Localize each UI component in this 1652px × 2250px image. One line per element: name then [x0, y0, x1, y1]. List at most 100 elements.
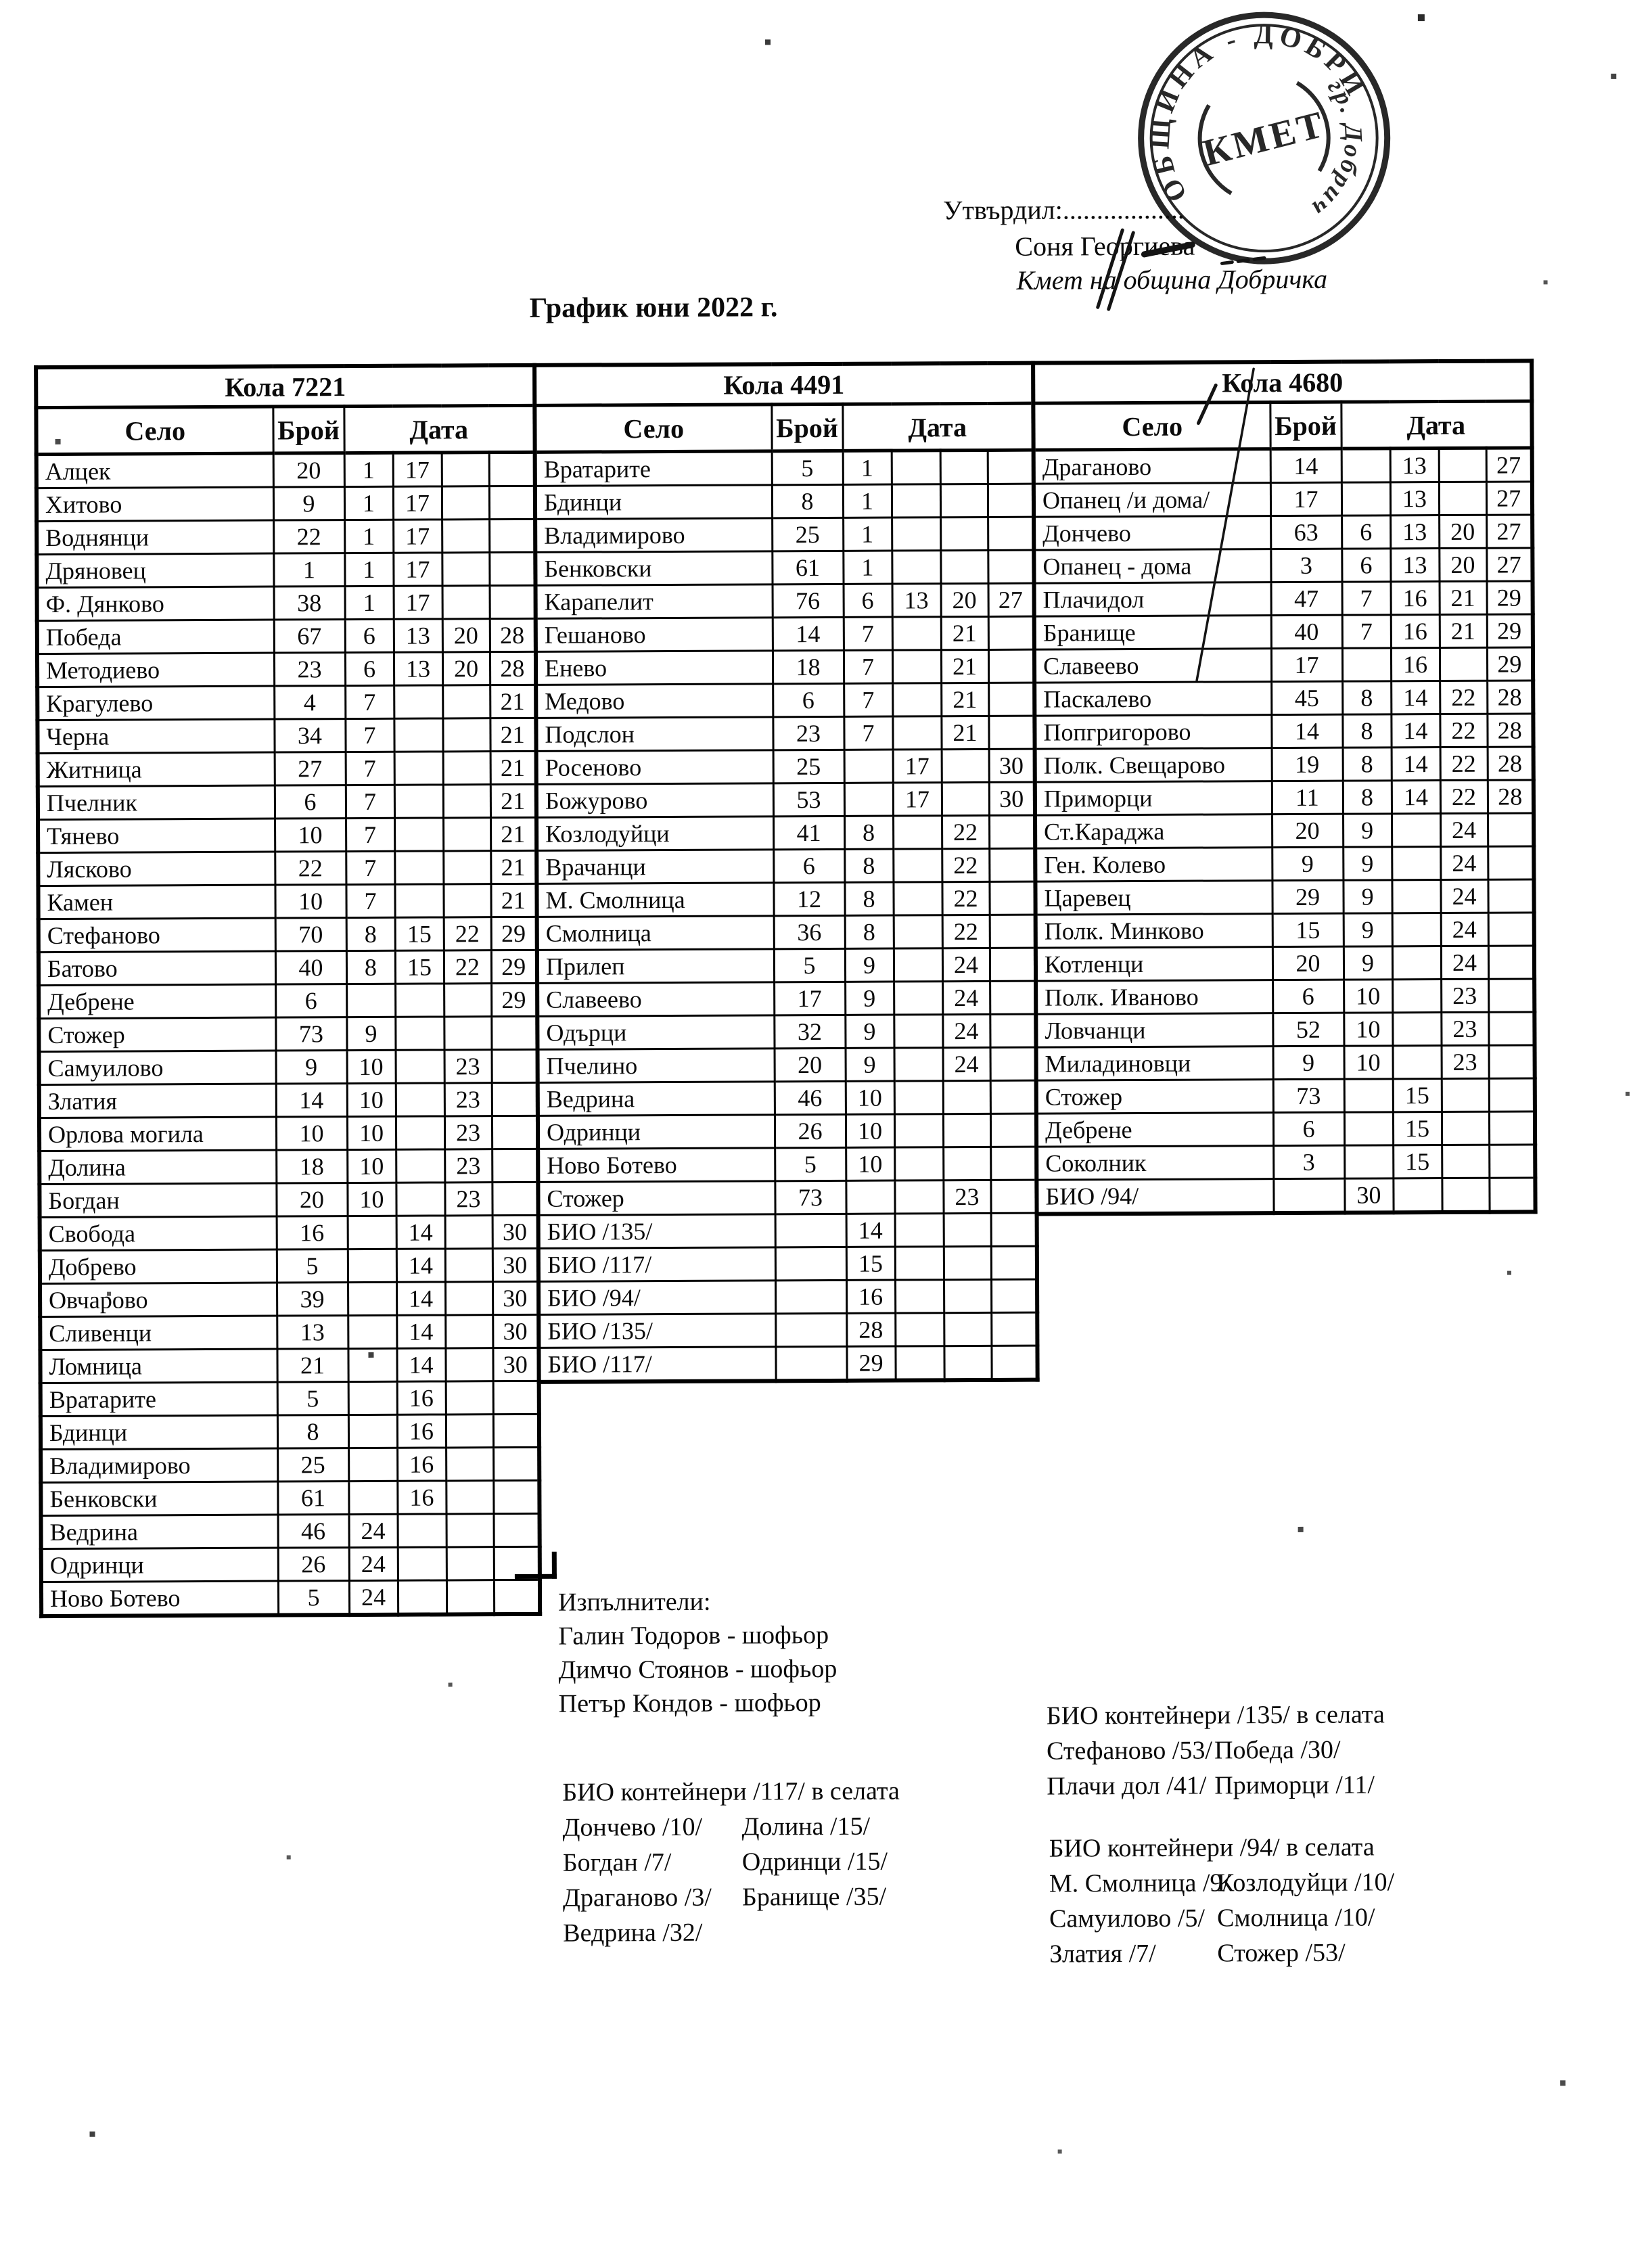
date-cell	[894, 915, 942, 948]
bio-note-item: Козлодуйци /10/	[1217, 1868, 1394, 1897]
executors-heading: Изпълнители:	[558, 1584, 837, 1620]
date-cell: 7	[1342, 615, 1391, 648]
count-cell: 73	[275, 1017, 346, 1051]
table-row: БИО /135/28	[538, 1312, 1037, 1348]
date-cell: 7	[844, 683, 892, 716]
date-cell: 9	[1343, 847, 1392, 880]
date-cell	[988, 517, 1034, 550]
date-cell: 9	[845, 982, 894, 1015]
date-cell: 8	[346, 950, 395, 984]
bio-note-heading: БИО контейнери /94/ в селата	[1049, 1829, 1395, 1866]
date-cell: 10	[1344, 1046, 1393, 1079]
approver-title: Кмет на община Добричка	[1016, 263, 1327, 296]
date-cell	[990, 1047, 1036, 1080]
count-cell: 6	[1273, 1112, 1344, 1145]
date-cell: 22	[444, 950, 491, 984]
date-cell	[1344, 1112, 1393, 1145]
count-cell	[775, 1214, 846, 1247]
date-cell: 24	[1441, 946, 1488, 979]
count-cell: 20	[273, 453, 344, 487]
date-cell: 17	[393, 553, 442, 586]
date-cell: 24	[349, 1547, 398, 1580]
date-cell: 14	[396, 1315, 445, 1348]
village-cell: Крагулево	[37, 686, 274, 720]
date-cell	[396, 1116, 444, 1149]
date-cell: 28	[1488, 747, 1534, 780]
date-cell	[943, 1147, 990, 1180]
bio-note-item: Плачи дол /41/	[1047, 1768, 1214, 1804]
date-cell: 10	[846, 1081, 894, 1114]
count-cell: 18	[773, 650, 844, 683]
date-cell: 30	[492, 1348, 538, 1381]
village-cell: Вратарите	[41, 1382, 277, 1417]
count-cell: 5	[277, 1382, 348, 1415]
date-cell	[394, 884, 443, 917]
date-cell	[892, 617, 941, 650]
count-cell: 20	[1272, 946, 1344, 980]
date-cell: 10	[347, 1083, 396, 1116]
village-cell: Попгригорово	[1034, 715, 1271, 750]
date-cell	[990, 981, 1036, 1014]
bio-note-item: Самуилово /5/	[1049, 1900, 1217, 1936]
date-cell: 27	[1486, 482, 1532, 515]
table-row: БИО /94/16	[538, 1279, 1037, 1314]
village-cell: Ново Ботево	[41, 1581, 278, 1616]
date-cell: 30	[1344, 1178, 1393, 1213]
village-cell: Дебрене	[39, 984, 275, 1019]
count-cell: 76	[773, 584, 844, 617]
date-cell	[1489, 1145, 1535, 1178]
date-cell	[493, 1480, 539, 1513]
village-cell: Миладиновци	[1036, 1047, 1273, 1081]
col-header-count: Брой	[1270, 402, 1341, 449]
date-cell	[396, 1083, 444, 1116]
date-cell	[894, 1114, 943, 1147]
date-cell	[990, 915, 1036, 948]
date-cell: 10	[846, 1147, 894, 1180]
bio-note-item: Победа /30/	[1214, 1736, 1341, 1765]
date-cell: 15	[395, 950, 444, 984]
date-cell: 28	[1487, 714, 1533, 747]
date-cell	[1392, 980, 1441, 1013]
date-cell	[1442, 1145, 1489, 1178]
village-cell: Прилеп	[537, 949, 774, 984]
date-cell	[445, 1249, 492, 1282]
date-cell: 13	[394, 652, 442, 685]
date-cell	[348, 1481, 397, 1514]
date-cell: 23	[444, 1083, 492, 1116]
village-cell: Златия	[39, 1084, 276, 1118]
date-cell	[894, 1081, 943, 1114]
village-cell: Батово	[39, 951, 275, 986]
date-cell	[442, 718, 490, 752]
bio-note-rows: М. Смолница /9/Козлодуйци /10/Самуилово …	[1049, 1864, 1395, 1971]
date-cell: 8	[1343, 748, 1392, 781]
date-cell	[489, 552, 535, 585]
date-cell: 22	[942, 881, 989, 915]
date-cell	[894, 982, 942, 1015]
date-cell: 23	[1441, 979, 1488, 1012]
village-cell: Котленци	[1036, 947, 1272, 982]
count-cell: 61	[277, 1482, 348, 1515]
date-cell	[991, 1279, 1037, 1312]
date-cell: 15	[846, 1247, 895, 1280]
date-cell	[396, 1183, 444, 1216]
date-cell: 29	[846, 1346, 895, 1381]
count-cell: 1	[273, 553, 344, 587]
village-cell: Одринци	[41, 1548, 278, 1582]
date-cell	[443, 752, 490, 785]
count-cell: 23	[274, 653, 345, 686]
date-cell: 16	[397, 1481, 446, 1514]
date-cell: 22	[942, 848, 989, 881]
